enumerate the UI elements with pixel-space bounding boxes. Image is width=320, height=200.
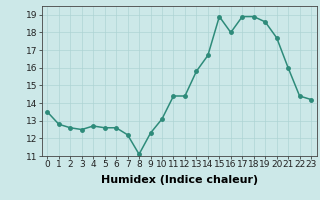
X-axis label: Humidex (Indice chaleur): Humidex (Indice chaleur) — [100, 175, 258, 185]
